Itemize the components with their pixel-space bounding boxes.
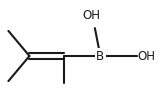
Text: OH: OH bbox=[83, 9, 101, 22]
Text: B: B bbox=[96, 50, 104, 62]
Text: OH: OH bbox=[138, 50, 156, 62]
